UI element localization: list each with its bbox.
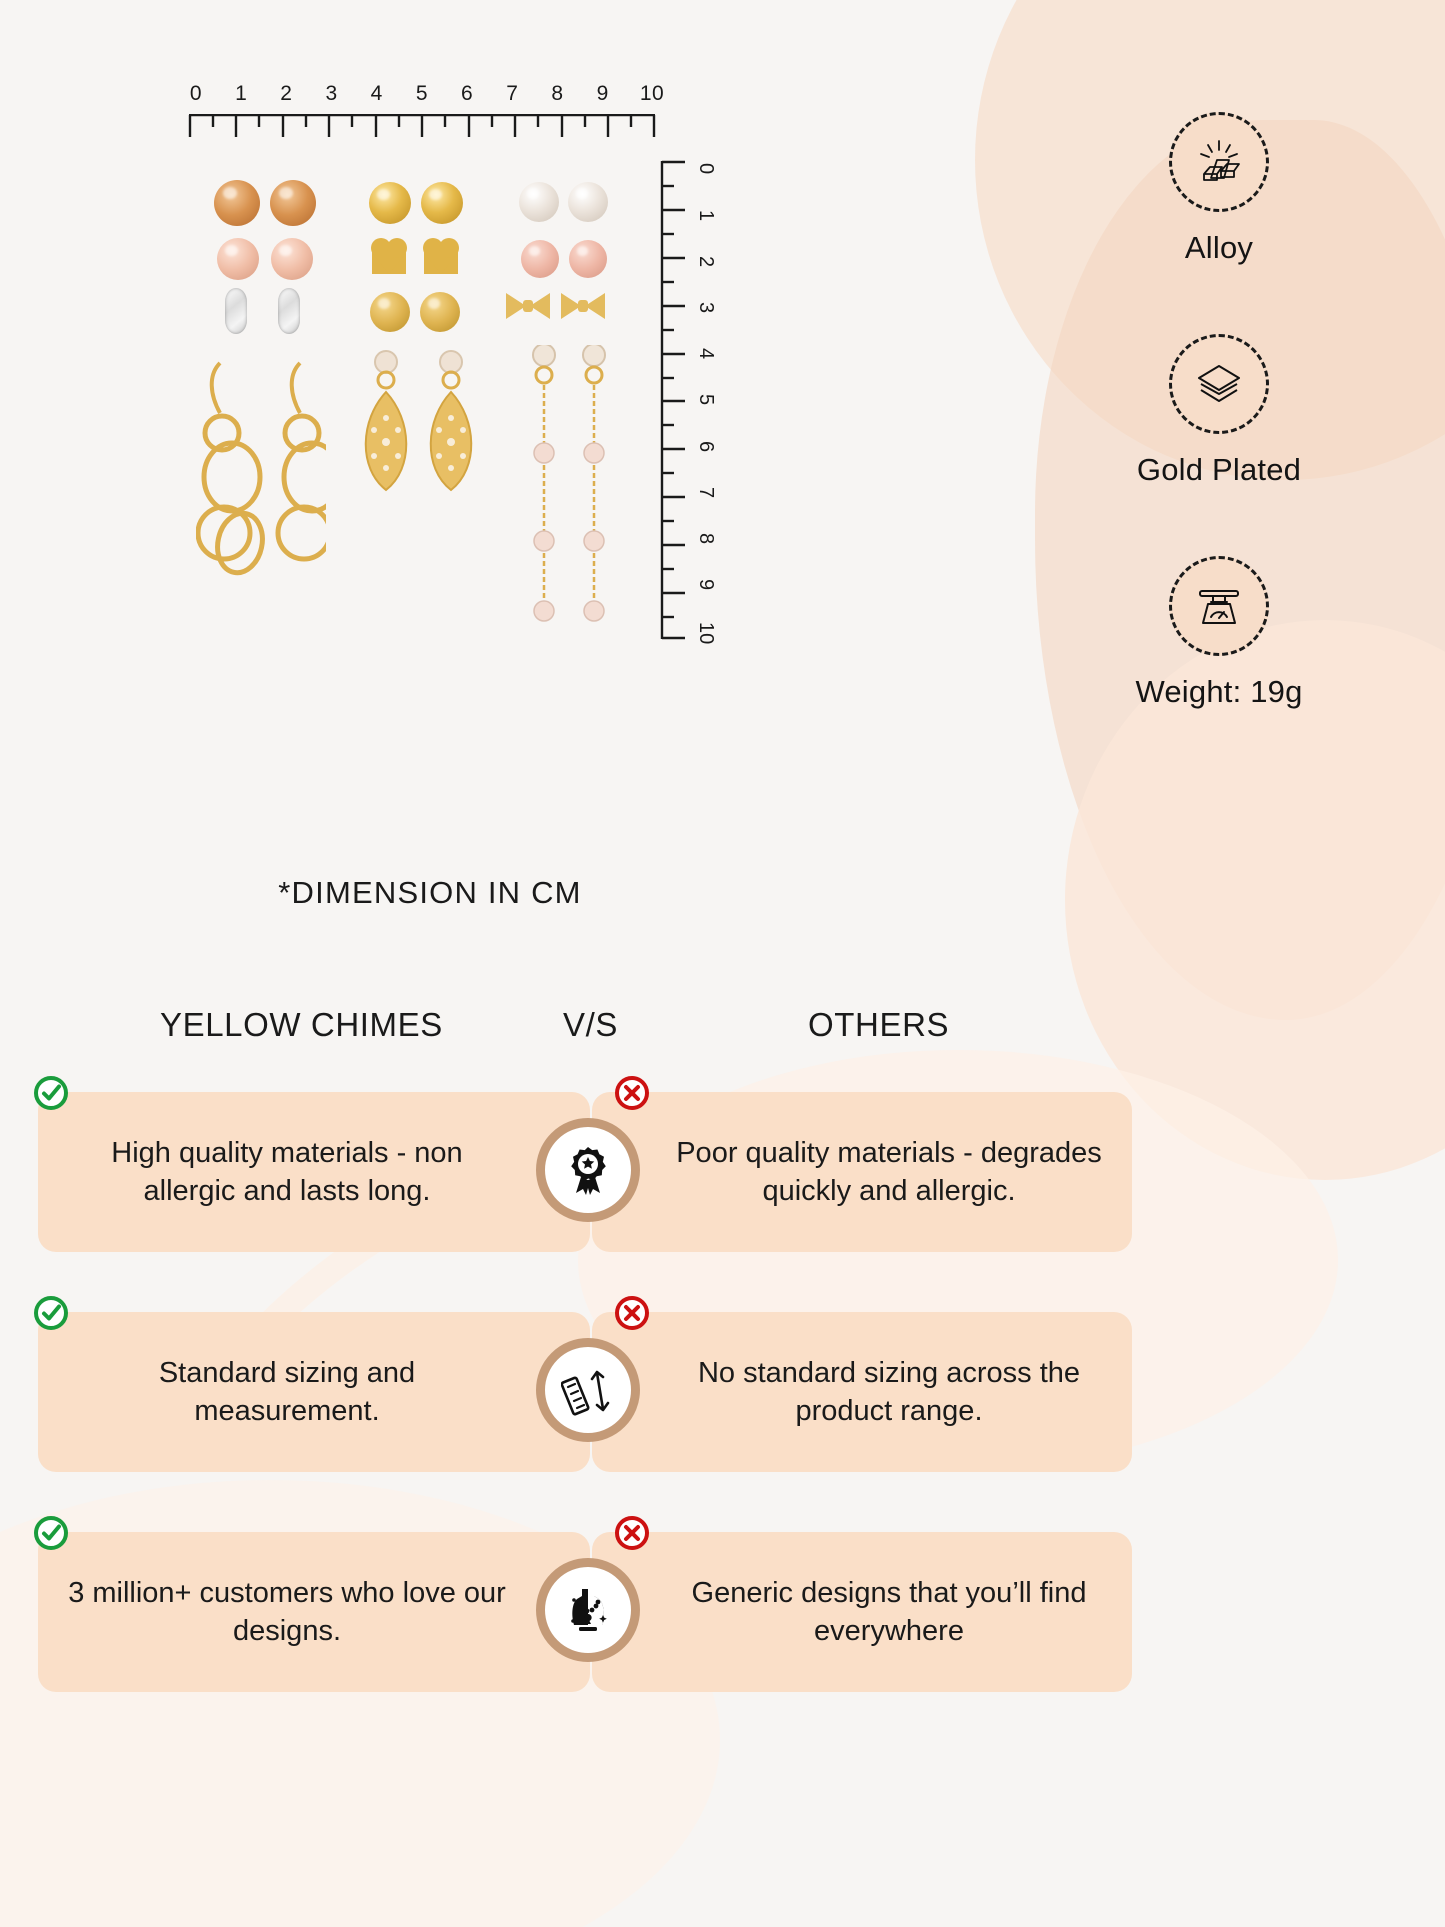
h-tick-label: 2: [280, 82, 293, 105]
stud-earring-textured-gold: [370, 292, 410, 332]
feature-gold-plated: Gold Plated: [1069, 334, 1369, 488]
h-tick-label: 4: [370, 82, 383, 105]
vertical-ruler-labels: 0 1 2 3 4 5 6 7 8 9 10: [694, 160, 717, 645]
stud-earring-crystal: [519, 182, 559, 222]
card-text: Poor quality materials - degrades quickl…: [676, 1136, 1102, 1207]
v-tick-label: 1: [695, 209, 717, 221]
v-tick-label: 3: [695, 302, 717, 314]
dimension-caption: *DIMENSION IN CM: [278, 875, 582, 910]
h-tick-label: 9: [596, 82, 609, 105]
stud-earring-gold-ball: [421, 182, 463, 224]
v-tick-label: 2: [695, 255, 717, 267]
stud-earring-rose-pearl: [271, 238, 313, 280]
check-icon: [34, 1296, 68, 1330]
necklace-bust-icon: [536, 1558, 640, 1662]
stud-earring-textured-gold: [420, 292, 460, 332]
stud-earring-crystal: [568, 182, 608, 222]
card-others: No standard sizing across the product ra…: [592, 1312, 1132, 1472]
comparison-headings: YELLOW CHIMES V/S OTHERS: [0, 1006, 1445, 1076]
feature-alloy: Alloy: [1069, 112, 1369, 266]
feature-label: Weight: 19g: [1135, 674, 1303, 709]
heading-others: OTHERS: [808, 1006, 950, 1043]
h-tick-label: 8: [551, 82, 564, 105]
cross-icon: [615, 1076, 649, 1110]
h-tick-label: 5: [415, 82, 429, 105]
v-tick-label: 5: [695, 394, 717, 406]
card-yellow-chimes: Standard sizing and measurement.: [38, 1312, 590, 1472]
card-text: High quality materials - non allergic an…: [111, 1136, 463, 1207]
card-text: Generic designs that you’ll find everywh…: [691, 1576, 1087, 1647]
feature-weight: Weight: 19g: [1069, 556, 1369, 710]
vertical-ruler-ticks: [660, 160, 685, 640]
stud-earring-bow: [561, 293, 605, 319]
stud-earring-pink-crystal: [569, 240, 607, 278]
v-tick-label: 10: [695, 621, 717, 645]
dimension-section: 0 1 2 3 4 5 6 7 8 9 10: [186, 82, 1369, 910]
h-tick-label: 10: [639, 82, 665, 105]
stud-earring-topaz: [214, 180, 260, 226]
cross-icon: [615, 1296, 649, 1330]
h-tick-label: 7: [506, 82, 519, 105]
layers-icon: [1169, 334, 1269, 434]
h-tick-label: 6: [461, 82, 474, 105]
stud-earring-marquise: [225, 288, 247, 334]
vertical-ruler: 0 1 2 3 4 5 6 7 8 9 10: [660, 160, 717, 645]
product-image-group: [186, 160, 646, 680]
stud-earring-gold-ball: [369, 182, 411, 224]
v-tick-label: 4: [695, 348, 717, 360]
drop-earring-teardrop-filigree: [364, 350, 473, 492]
v-tick-label: 9: [695, 579, 717, 591]
weight-scale-icon: [1169, 556, 1269, 656]
comparison-row: High quality materials - non allergic an…: [0, 1076, 1445, 1252]
quality-badge-icon: [536, 1118, 640, 1222]
drop-earring-chain-beads: [532, 345, 606, 622]
card-yellow-chimes: High quality materials - non allergic an…: [38, 1092, 590, 1252]
card-text: 3 million+ customers who love our design…: [68, 1576, 506, 1647]
cross-icon: [615, 1516, 649, 1550]
card-others: Generic designs that you’ll find everywh…: [592, 1532, 1132, 1692]
comparison-section: YELLOW CHIMES V/S OTHERS High quality ma…: [0, 1006, 1445, 1692]
card-others: Poor quality materials - degrades quickl…: [592, 1092, 1132, 1252]
h-tick-label: 0: [189, 82, 203, 105]
h-tick-label: 3: [325, 82, 338, 105]
gold-bars-icon: [1169, 112, 1269, 212]
check-icon: [34, 1076, 68, 1110]
stud-earring-gold-heart: [423, 238, 459, 274]
stud-earring-bow: [506, 293, 550, 319]
drop-earring-hoops: [196, 361, 326, 576]
stud-earring-marquise: [278, 288, 300, 334]
comparison-row: Standard sizing and measurement.: [0, 1296, 1445, 1472]
horizontal-ruler-ticks: [188, 114, 656, 137]
feature-label: Gold Plated: [1136, 452, 1302, 487]
comparison-row: 3 million+ customers who love our design…: [0, 1516, 1445, 1692]
stud-earring-pink-crystal: [521, 240, 559, 278]
stud-earring-rose-pearl: [217, 238, 259, 280]
h-tick-label: 1: [235, 82, 248, 105]
v-tick-label: 0: [695, 163, 717, 175]
card-yellow-chimes: 3 million+ customers who love our design…: [38, 1532, 590, 1692]
card-text: No standard sizing across the product ra…: [697, 1356, 1081, 1427]
feature-label: Alloy: [1184, 230, 1254, 265]
stud-earring-topaz: [270, 180, 316, 226]
horizontal-ruler: 0 1 2 3 4 5 6 7 8 9 10: [188, 82, 665, 148]
check-icon: [34, 1516, 68, 1550]
horizontal-ruler-labels: 0 1 2 3 4 5 6 7 8 9 10: [188, 82, 665, 106]
v-tick-label: 7: [695, 486, 717, 498]
card-text: Standard sizing and measurement.: [158, 1356, 416, 1427]
feature-list: Alloy Gold Plated: [1069, 112, 1369, 778]
v-tick-label: 8: [695, 532, 717, 545]
ruler-measure-icon: [536, 1338, 640, 1442]
stud-earring-gold-heart: [371, 238, 407, 274]
heading-vs: V/S: [563, 1006, 618, 1043]
v-tick-label: 6: [695, 440, 717, 452]
heading-yellow-chimes: YELLOW CHIMES: [160, 1006, 443, 1043]
